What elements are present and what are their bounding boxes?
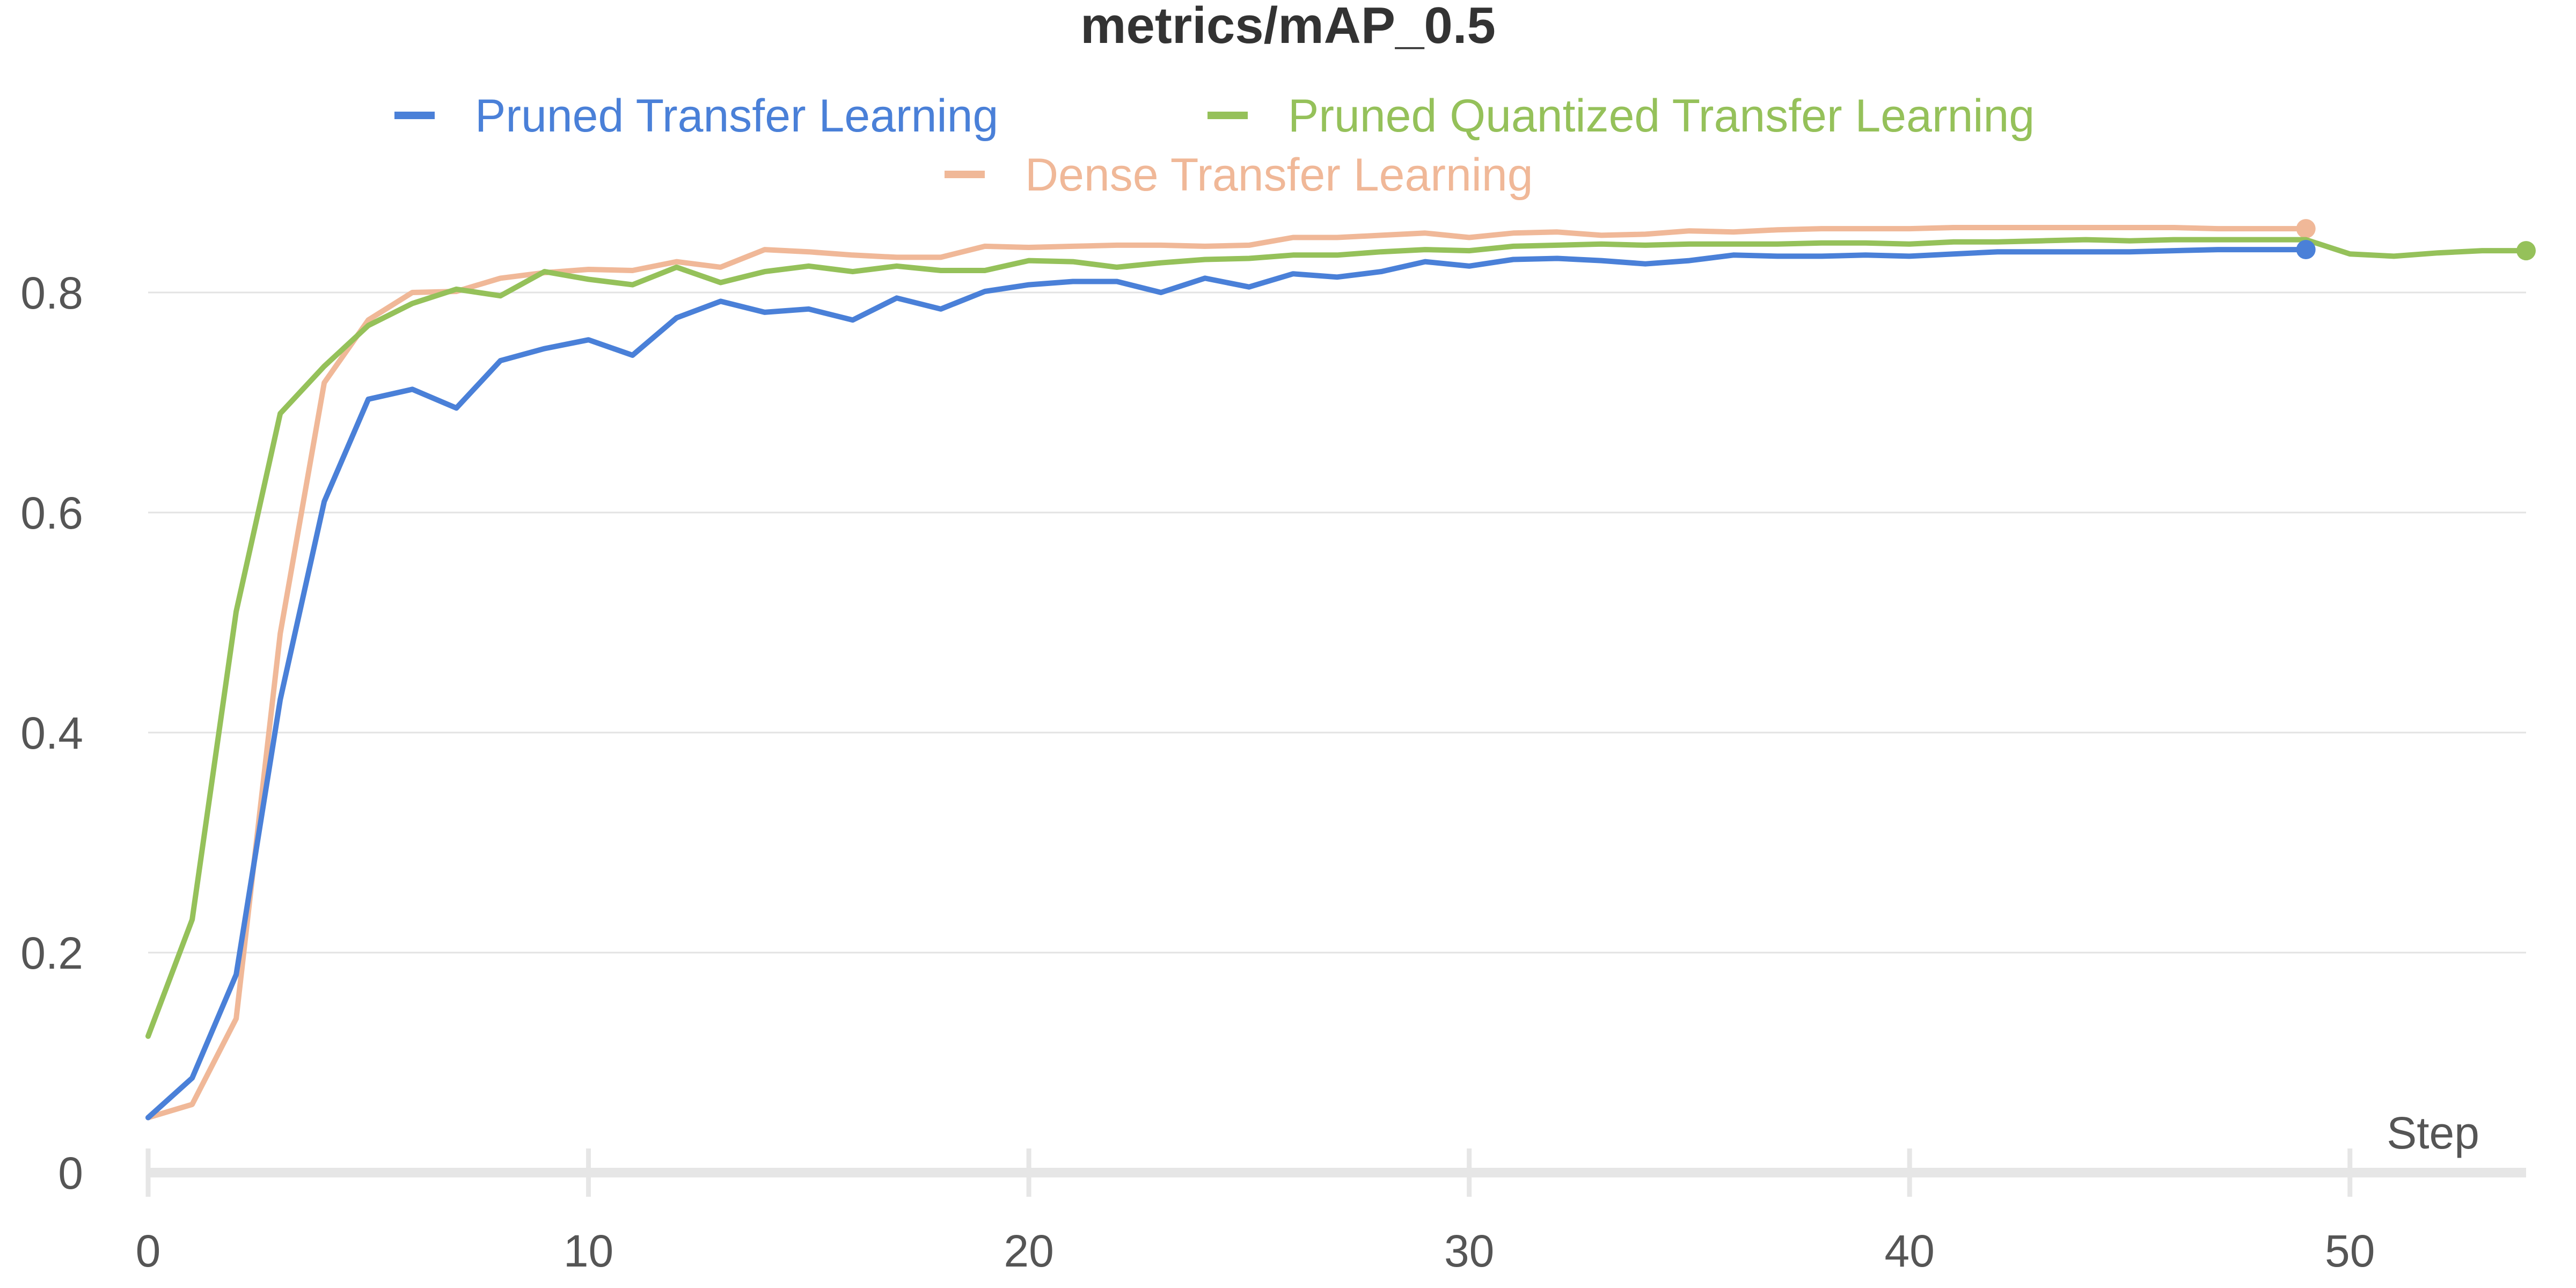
legend-label: Pruned Quantized Transfer Learning (1288, 90, 2035, 142)
series-layer (145, 219, 2536, 1121)
series-line (145, 225, 2309, 1121)
series-line (145, 237, 2529, 1039)
y-tick-label: 0 (58, 1148, 83, 1198)
x-axis-label: Step (2387, 1108, 2479, 1158)
legend-label: Pruned Transfer Learning (475, 90, 998, 142)
series-end-point (2516, 241, 2536, 261)
series-line (145, 247, 2309, 1121)
x-tick-label: 50 (2325, 1226, 2375, 1276)
x-tick-label: 40 (1885, 1226, 1935, 1276)
x-tick-label: 20 (1004, 1226, 1053, 1276)
x-tick-label: 0 (136, 1226, 161, 1276)
y-tick-label: 0.8 (20, 268, 83, 318)
x-tick-label: 30 (1444, 1226, 1494, 1276)
y-tick-label: 0.4 (20, 708, 83, 758)
series-end-point (2296, 240, 2316, 260)
x-tick-label: 10 (564, 1226, 613, 1276)
y-tick-label: 0.2 (20, 928, 83, 978)
y-tick-label: 0.6 (20, 488, 83, 538)
chart-title: metrics/mAP_0.5 (1080, 0, 1496, 54)
grid (148, 291, 2526, 954)
legend: Pruned Transfer Learning Pruned Quantized… (394, 90, 2035, 201)
legend-label: Dense Transfer Learning (1025, 149, 1533, 201)
series-end-point (2296, 219, 2316, 239)
axes: 0 0.2 0.4 0.6 0.8 0 10 20 30 40 50 (20, 268, 2526, 1276)
